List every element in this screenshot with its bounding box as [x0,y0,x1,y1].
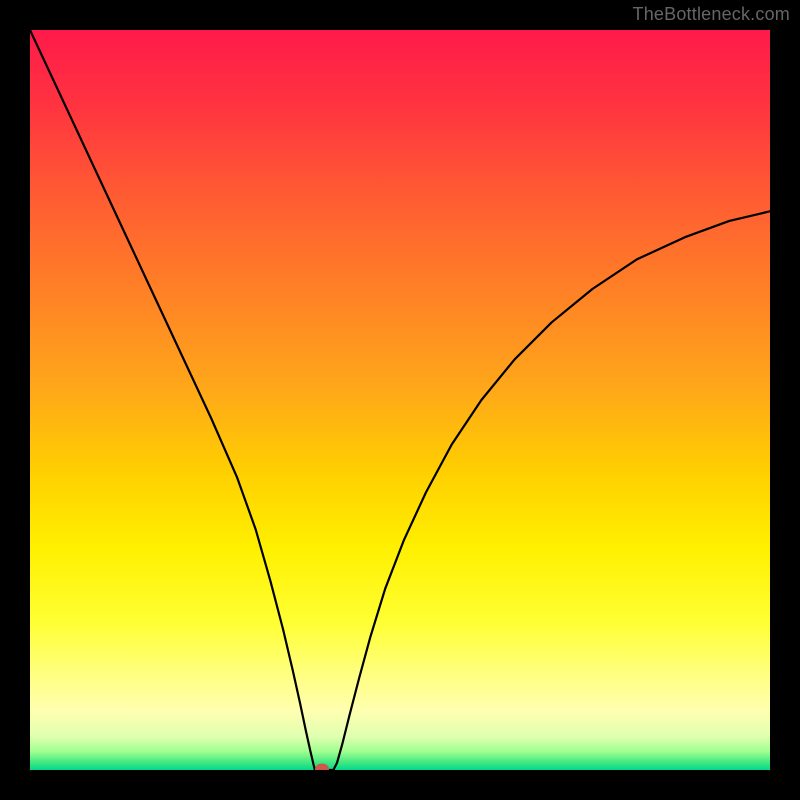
plot-area [30,30,770,770]
curve-path [30,30,770,770]
minimum-marker-dot [315,763,329,770]
bottleneck-curve [30,30,770,770]
watermark-text: TheBottleneck.com [633,4,790,25]
